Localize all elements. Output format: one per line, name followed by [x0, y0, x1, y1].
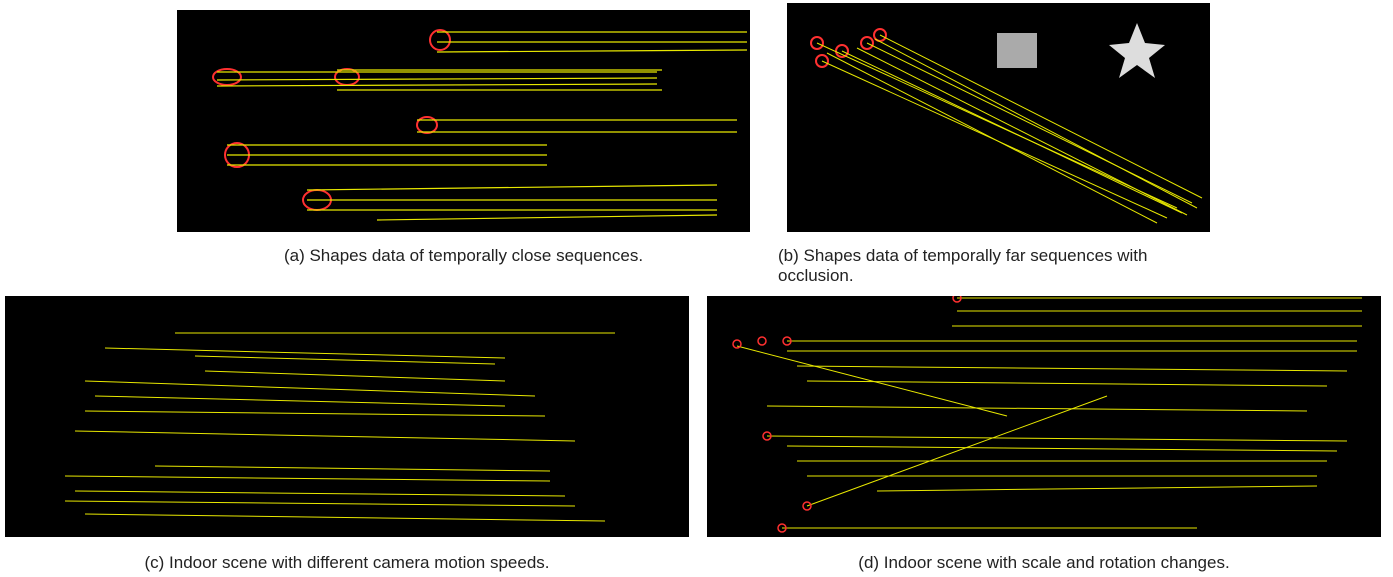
match-lines [5, 296, 689, 537]
figure-image-a [177, 10, 750, 232]
figure-image-d [707, 296, 1381, 537]
caption: (a) Shapes data of temporally close sequ… [177, 246, 750, 266]
match-lines [177, 10, 750, 232]
figure-image-b [787, 3, 1210, 232]
page: (a) Shapes data of temporally close sequ… [0, 0, 1393, 577]
match-lines [787, 3, 1210, 232]
caption: (d) Indoor scene with scale and rotation… [707, 553, 1381, 573]
caption: (c) Indoor scene with different camera m… [5, 553, 689, 573]
match-lines [707, 296, 1381, 537]
figure-image-c [5, 296, 689, 537]
caption: (b) Shapes data of temporally far sequen… [778, 246, 1218, 286]
